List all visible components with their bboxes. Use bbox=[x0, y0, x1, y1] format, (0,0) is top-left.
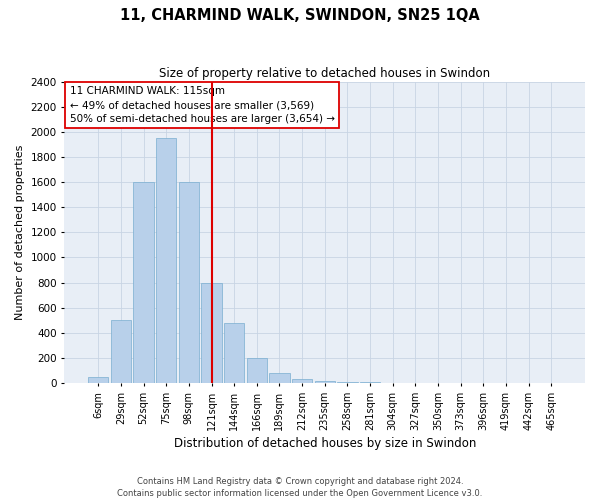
Bar bbox=[292, 380, 312, 383]
Text: 11 CHARMIND WALK: 115sqm
← 49% of detached houses are smaller (3,569)
50% of sem: 11 CHARMIND WALK: 115sqm ← 49% of detach… bbox=[70, 86, 335, 124]
Bar bbox=[133, 182, 154, 383]
Bar bbox=[202, 282, 221, 383]
Bar bbox=[337, 382, 358, 383]
Bar bbox=[111, 320, 131, 383]
X-axis label: Distribution of detached houses by size in Swindon: Distribution of detached houses by size … bbox=[173, 437, 476, 450]
Bar bbox=[156, 138, 176, 383]
Text: Contains HM Land Registry data © Crown copyright and database right 2024.
Contai: Contains HM Land Registry data © Crown c… bbox=[118, 476, 482, 498]
Bar bbox=[247, 358, 267, 383]
Bar bbox=[88, 377, 109, 383]
Bar bbox=[314, 381, 335, 383]
Text: 11, CHARMIND WALK, SWINDON, SN25 1QA: 11, CHARMIND WALK, SWINDON, SN25 1QA bbox=[120, 8, 480, 22]
Bar bbox=[179, 182, 199, 383]
Title: Size of property relative to detached houses in Swindon: Size of property relative to detached ho… bbox=[159, 68, 490, 80]
Y-axis label: Number of detached properties: Number of detached properties bbox=[15, 144, 25, 320]
Bar bbox=[269, 373, 290, 383]
Bar bbox=[224, 324, 244, 383]
Bar bbox=[360, 382, 380, 383]
